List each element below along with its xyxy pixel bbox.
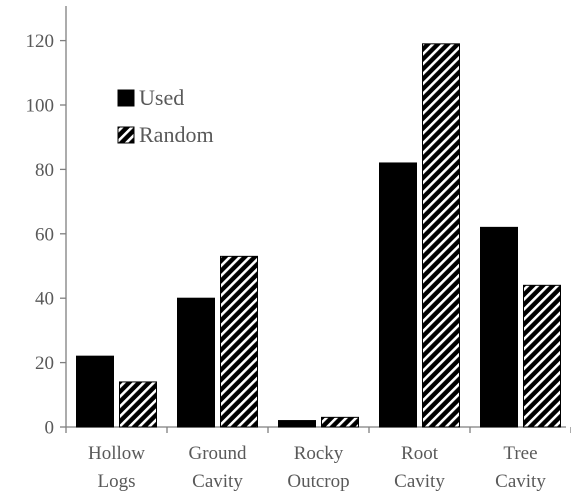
y-tick-label: 80 [35,160,54,181]
bar-random [422,43,460,428]
bar-random [220,255,258,428]
y-tick-label: 40 [35,289,54,310]
bar-random [119,381,157,428]
x-axis: Hollow Logs Ground Cavity Rocky Outcrop Root Ca… [65,426,571,492]
bar-used [278,420,316,428]
y-axis: 0 20 40 60 80 100 120 [26,6,67,439]
x-category-label: Root [401,443,439,464]
bar-random [523,284,561,428]
y-tick-label: 120 [26,31,55,52]
bar-used [76,355,114,428]
x-category-label: Tree [503,443,537,464]
x-category-label: Cavity [394,471,445,492]
bar-random [321,416,359,428]
bars [76,43,561,428]
y-tick-label: 0 [45,418,55,439]
legend-swatch-used [117,89,135,107]
x-category-label: Cavity [192,471,243,492]
legend-swatch-random [117,126,135,144]
x-category-label: Cavity [495,471,546,492]
y-tick-label: 20 [35,353,54,374]
y-tick-label: 60 [35,224,54,245]
bar-used [480,226,518,428]
x-category-label: Outcrop [287,471,349,492]
x-category-label: Rocky [294,443,344,464]
bar-used [379,162,417,428]
bar-used [177,297,215,428]
x-category-label: Logs [98,471,136,492]
x-category-label: Hollow [88,443,145,464]
legend-label-random: Random [139,122,214,147]
y-tick-label: 100 [26,96,55,117]
x-category-label: Ground [188,443,247,464]
legend: Used Random [117,85,214,147]
legend-label-used: Used [139,85,184,110]
